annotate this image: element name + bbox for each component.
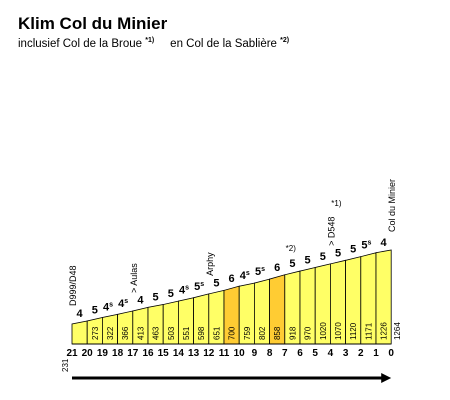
annotation-label: > Aulas — [129, 263, 139, 293]
altitude-label: 598 — [197, 326, 206, 340]
note1-marker: *1) — [145, 37, 155, 44]
altitude-label: 503 — [167, 326, 176, 340]
gradient-label: 5s — [255, 266, 265, 278]
gradient-label: 6 — [274, 262, 280, 274]
gradient-label: 4s — [240, 270, 250, 282]
x-tick-label: 13 — [188, 348, 200, 359]
x-tick-label: 10 — [234, 348, 246, 359]
x-tick-label: 6 — [297, 348, 303, 359]
note2-marker: *2) — [280, 37, 290, 44]
annotation-label: D999/D48 — [68, 265, 78, 306]
x-tick-label: 16 — [142, 348, 154, 359]
subtitle-conj: en Col de la Sablière — [170, 37, 277, 50]
gradient-label: 5 — [350, 244, 356, 256]
gradient-label: 5 — [213, 277, 219, 289]
altitude-label: 463 — [152, 326, 161, 340]
altitude-label: 970 — [304, 326, 313, 340]
x-tick-label: 4 — [328, 348, 334, 359]
x-tick-label: 0 — [388, 348, 394, 359]
gradient-label: 4 — [381, 237, 388, 249]
x-tick-label: 2 — [358, 348, 364, 359]
altitude-label: 651 — [212, 326, 221, 340]
gradient-label: 5 — [335, 247, 341, 259]
altitude-label: 413 — [136, 326, 145, 340]
altitude-label: 700 — [228, 326, 237, 340]
direction-arrow-head — [381, 373, 392, 383]
gradient-label: 4 — [77, 308, 84, 320]
gradient-label: 4s — [103, 301, 113, 313]
altitude-label: 322 — [106, 326, 115, 340]
x-tick-label: 20 — [82, 348, 94, 359]
x-tick-label: 18 — [112, 348, 124, 359]
altitude-label: 551 — [182, 326, 191, 340]
altitude-label: 1070 — [334, 322, 343, 340]
gradient-label: 4s — [179, 285, 189, 297]
annotation-marker: *1) — [331, 199, 342, 208]
gradient-label: 5s — [194, 281, 204, 293]
subtitle-main: inclusief Col de la Broue — [18, 37, 143, 50]
altitude-label: 231 — [61, 358, 70, 372]
gradient-label: 5s — [361, 240, 371, 252]
gradient-label: 5 — [153, 292, 159, 304]
profile-segment — [71, 320, 88, 345]
altitude-label: 1264 — [393, 322, 402, 340]
gradient-label: 5 — [289, 258, 295, 270]
gradient-label: 5 — [320, 251, 326, 263]
annotation-label: > D548 — [326, 217, 336, 246]
altitude-label: 366 — [121, 326, 130, 340]
x-tick-label: 11 — [219, 348, 230, 359]
annotation-label: Arphy — [205, 252, 215, 276]
altitude-label: 1020 — [319, 322, 328, 340]
x-tick-label: 14 — [173, 348, 185, 359]
x-tick-label: 9 — [252, 348, 258, 359]
x-tick-label: 1 — [373, 348, 379, 359]
altitude-label: 1226 — [380, 322, 389, 340]
x-tick-label: 3 — [343, 348, 349, 359]
x-tick-label: 7 — [282, 348, 288, 359]
chart-subtitle: inclusief Col de la Broue *1) en Col de l… — [18, 37, 289, 50]
altitude-label: 918 — [288, 326, 297, 340]
x-tick-label: 8 — [267, 348, 273, 359]
altitude-label: 1171 — [364, 322, 373, 340]
chart-title: Klim Col du Minier — [18, 14, 168, 33]
annotation-label: Col du Minier — [387, 179, 397, 232]
x-tick-label: 21 — [66, 348, 78, 359]
x-tick-label: 5 — [312, 348, 318, 359]
x-tick-label: 15 — [158, 348, 170, 359]
gradient-label: 5 — [168, 288, 174, 300]
annotation-marker: *2) — [286, 244, 297, 253]
x-tick-label: 17 — [127, 348, 139, 359]
altitude-label: 273 — [91, 326, 100, 340]
altitude-label: 1120 — [349, 322, 358, 340]
altitude-label: 802 — [258, 326, 267, 340]
x-tick-label: 19 — [97, 348, 109, 359]
gradient-label: 4 — [137, 294, 144, 306]
altitude-label: 858 — [273, 326, 282, 340]
altitude-label: 759 — [243, 326, 252, 340]
gradient-label: 6 — [229, 273, 235, 285]
gradient-label: 5 — [92, 304, 98, 316]
gradient-label: 5 — [305, 254, 311, 266]
gradient-label: 4s — [118, 298, 128, 310]
x-tick-label: 12 — [203, 348, 215, 359]
